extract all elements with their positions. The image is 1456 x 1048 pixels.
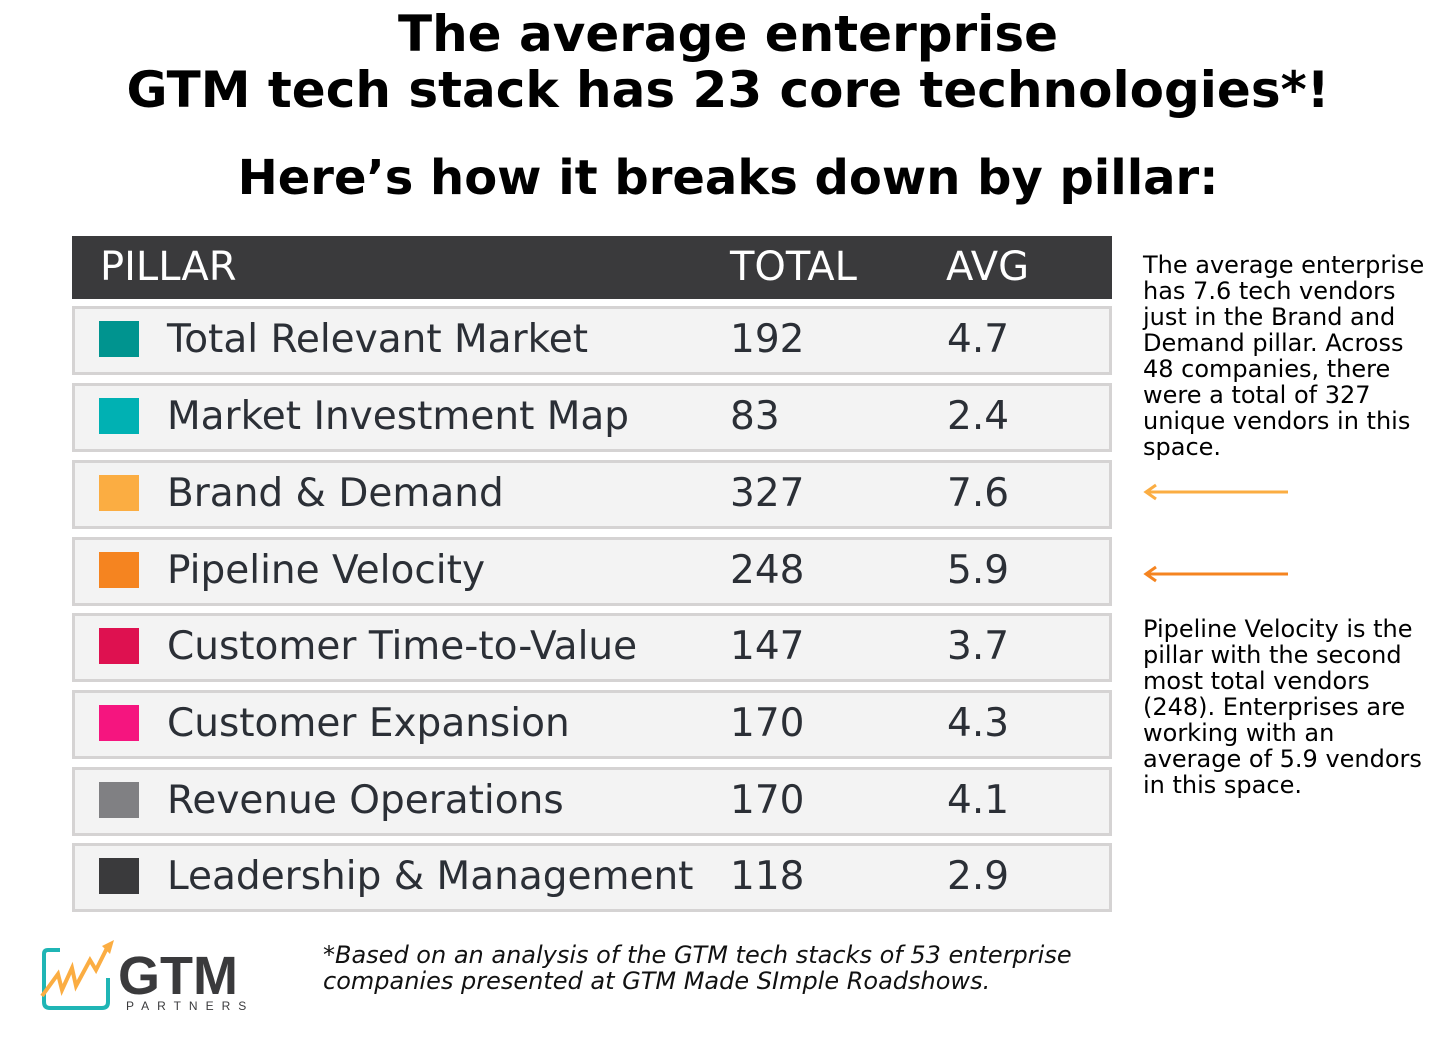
pillar-name: Revenue Operations [167, 778, 564, 823]
svg-text:PARTNERS: PARTNERS [126, 999, 254, 1013]
color-swatch [99, 321, 139, 357]
pillar-name: Brand & Demand [167, 471, 504, 516]
pillar-total: 170 [730, 778, 805, 823]
pillar-name: Customer Time-to-Value [167, 624, 638, 669]
table-row: Brand & Demand 327 7.6 [72, 460, 1112, 529]
pillar-total: 83 [730, 394, 780, 439]
color-swatch [99, 782, 139, 818]
pillar-avg: 2.4 [947, 394, 1010, 439]
pillar-avg: 5.9 [947, 548, 1010, 593]
table-row: Revenue Operations 170 4.1 [72, 767, 1112, 836]
pillar-avg: 3.7 [947, 624, 1010, 669]
table-row: Total Relevant Market 192 4.7 [72, 306, 1112, 375]
brand-demand-note: The average enterprise has 7.6 tech vend… [1143, 251, 1425, 461]
pillar-total: 248 [730, 548, 805, 593]
color-swatch [99, 552, 139, 588]
arrow-left-icon [1143, 565, 1288, 583]
title-line-2: GTM tech stack has 23 core technologies*… [126, 61, 1330, 119]
table-row: Customer Expansion 170 4.3 [72, 690, 1112, 759]
pillar-name: Customer Expansion [167, 701, 570, 746]
table-header: PILLAR TOTAL AVG [72, 236, 1112, 299]
color-swatch [99, 628, 139, 664]
color-swatch [99, 705, 139, 741]
pillar-total: 118 [730, 854, 805, 899]
color-swatch [99, 398, 139, 434]
pillar-name: Pipeline Velocity [167, 548, 486, 593]
title-line-1: The average enterprise [397, 5, 1058, 63]
table-row: Pipeline Velocity 248 5.9 [72, 537, 1112, 606]
gtm-partners-logo: GTM PARTNERS [40, 940, 254, 1013]
color-swatch [99, 475, 139, 511]
pillar-name: Total Relevant Market [167, 317, 589, 362]
header-pillar: PILLAR [100, 244, 237, 290]
pillar-avg: 4.3 [947, 701, 1010, 746]
pillar-avg: 2.9 [947, 854, 1010, 899]
pillar-total: 170 [730, 701, 805, 746]
pillar-name: Leadership & Management [167, 854, 694, 899]
pillar-total: 192 [730, 317, 805, 362]
table-row: Leadership & Management 118 2.9 [72, 843, 1112, 912]
footnote: *Based on an analysis of the GTM tech st… [323, 941, 1072, 995]
table-row: Market Investment Map 83 2.4 [72, 383, 1112, 452]
svg-text:GTM: GTM [118, 946, 238, 1006]
header-avg: AVG [946, 244, 1030, 290]
arrow-left-icon [1143, 483, 1288, 501]
pillar-avg: 4.7 [947, 317, 1010, 362]
pillar-name: Market Investment Map [167, 394, 630, 439]
pillar-total: 327 [730, 471, 805, 516]
header-total: TOTAL [730, 244, 857, 290]
pipeline-velocity-note: Pipeline Velocity is the pillar with the… [1143, 615, 1422, 799]
subtitle: Here’s how it breaks down by pillar: [237, 150, 1219, 206]
pillar-avg: 4.1 [947, 778, 1010, 823]
color-swatch [99, 858, 139, 894]
pillar-avg: 7.6 [947, 471, 1010, 516]
table-row: Customer Time-to-Value 147 3.7 [72, 613, 1112, 682]
pillar-total: 147 [730, 624, 805, 669]
